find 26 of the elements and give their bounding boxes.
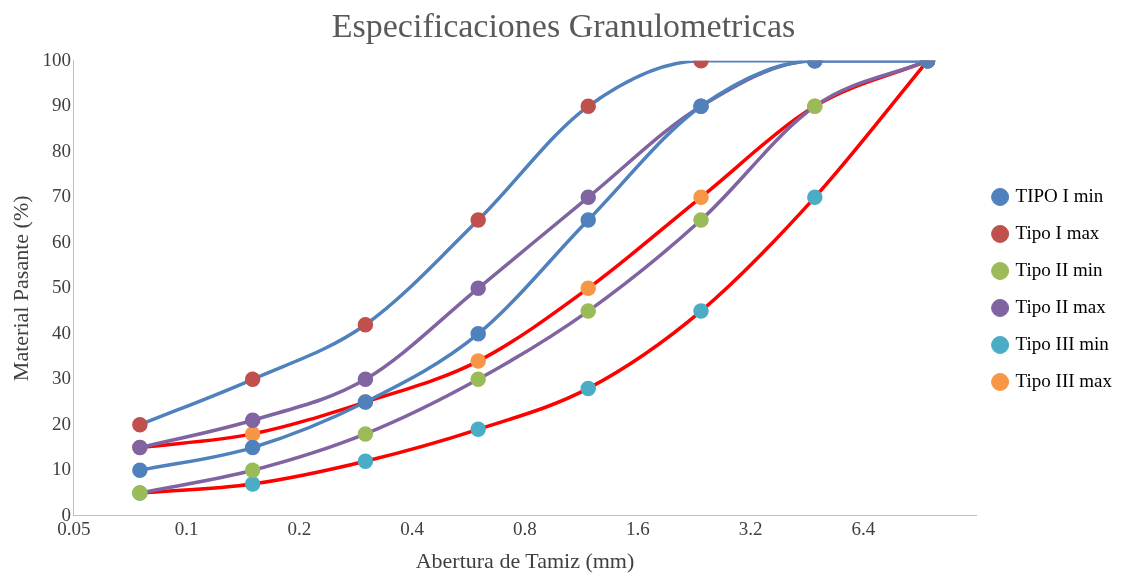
y-axis-title: Material Pasante (%) <box>7 195 33 382</box>
x-tick-label: 0.2 <box>287 518 312 540</box>
legend-label: Tipo III max <box>1015 369 1113 391</box>
y-tick-label: 90 <box>51 94 71 116</box>
x-tick-label: 0.1 <box>174 518 199 540</box>
y-tick-label: 70 <box>51 185 71 207</box>
legend-label: Tipo II max <box>1015 295 1107 317</box>
y-tick-label: 30 <box>51 367 71 389</box>
legend-label: TIPO I min <box>1015 184 1104 206</box>
y-tick-label: 60 <box>51 230 71 252</box>
x-tick-label: 6.4 <box>851 518 876 540</box>
y-tick-label: 10 <box>51 458 71 480</box>
x-tick-label: 0.8 <box>513 518 537 540</box>
x-axis-title: Abertura de Tamiz (mm) <box>415 547 635 573</box>
y-tick-label: 50 <box>51 276 71 298</box>
legend-label: Tipo III min <box>1015 332 1110 354</box>
y-tick-label: 40 <box>51 321 71 343</box>
x-tick-label: 3.2 <box>738 518 763 540</box>
x-tick-label: 1.6 <box>625 518 650 540</box>
y-tick-label: 100 <box>42 48 71 70</box>
chart-title: Especificaciones Granulometricas <box>331 7 796 45</box>
legend-label: Tipo I max <box>1015 221 1100 243</box>
y-tick-label: 20 <box>51 412 71 434</box>
y-tick-label: 80 <box>51 139 71 161</box>
legend-label: Tipo II min <box>1015 258 1104 280</box>
x-tick-label: 0.4 <box>400 518 425 540</box>
